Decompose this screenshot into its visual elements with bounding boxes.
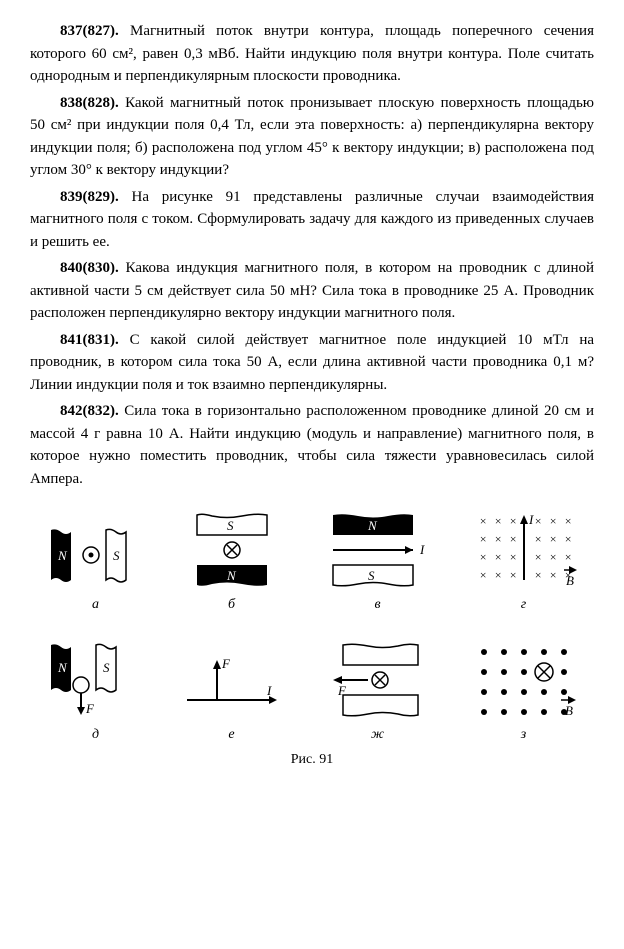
svg-text:×: ×: [564, 550, 572, 564]
figure-label: г: [521, 597, 526, 612]
problem-838: 838(828). Какой магнитный поток пронизыв…: [30, 92, 594, 182]
figure-a: N S а: [46, 520, 146, 615]
problem-840: 840(830). Какова индукция магнитного пол…: [30, 257, 594, 325]
svg-text:×: ×: [479, 550, 487, 564]
svg-text:F⃗: F⃗: [85, 701, 104, 716]
figure-e: F⃗ I е: [177, 650, 287, 745]
problem-number: 837(827).: [60, 23, 119, 39]
svg-text:×: ×: [494, 568, 502, 582]
svg-text:×: ×: [494, 550, 502, 564]
figure-label: е: [228, 727, 234, 742]
problem-number: 838(828).: [60, 95, 119, 111]
figure-label: в: [374, 597, 380, 612]
diagram-zh-icon: F⃗: [318, 640, 438, 720]
svg-text:S: S: [368, 568, 375, 583]
problem-number: 840(830).: [60, 260, 119, 276]
svg-text:×: ×: [479, 514, 487, 528]
problem-837: 837(827). Магнитный поток внутри контура…: [30, 20, 594, 88]
figure-label: з: [521, 727, 526, 742]
diagram-d-icon: N F⃗ S: [46, 635, 146, 720]
figure-z: B⃗ з: [469, 640, 579, 745]
figure-caption: Рис. 91: [30, 749, 594, 770]
svg-text:×: ×: [509, 568, 517, 582]
figure-v: N I S в: [318, 510, 438, 615]
problem-number: 842(832).: [60, 403, 119, 419]
figure-d: N F⃗ S д: [46, 635, 146, 745]
svg-text:×: ×: [509, 550, 517, 564]
diagram-b-icon: S N: [177, 510, 287, 590]
figure-row-2: N F⃗ S д F⃗ I е F⃗: [30, 635, 594, 745]
diagram-z-icon: B⃗: [469, 640, 579, 720]
figure-label: ж: [371, 727, 384, 742]
figure-row-1: N S а S N б N I S в: [30, 510, 594, 615]
svg-text:×: ×: [549, 550, 557, 564]
svg-text:B⃗: B⃗: [565, 703, 579, 718]
problem-842: 842(832). Сила тока в горизонтально расп…: [30, 400, 594, 490]
svg-text:×: ×: [549, 568, 557, 582]
svg-text:I: I: [419, 542, 425, 557]
svg-text:×: ×: [534, 514, 542, 528]
svg-text:×: ×: [509, 514, 517, 528]
figure-g: ×××××× ×××××× ×××××× ×××××× I B⃗ г: [469, 510, 579, 615]
figure-label: а: [92, 597, 99, 612]
svg-text:×: ×: [494, 532, 502, 546]
svg-text:×: ×: [549, 532, 557, 546]
svg-text:×: ×: [534, 532, 542, 546]
svg-text:I: I: [266, 683, 272, 698]
svg-text:×: ×: [564, 532, 572, 546]
svg-text:I: I: [528, 512, 534, 527]
svg-text:N: N: [57, 660, 68, 675]
svg-text:N: N: [226, 568, 237, 583]
svg-text:×: ×: [479, 568, 487, 582]
diagram-v-icon: N I S: [318, 510, 438, 590]
svg-text:S: S: [227, 518, 234, 533]
svg-text:F⃗: F⃗: [221, 656, 240, 671]
svg-text:×: ×: [564, 514, 572, 528]
svg-text:N: N: [57, 548, 68, 563]
figure-zh: F⃗ ж: [318, 640, 438, 745]
svg-text:×: ×: [494, 514, 502, 528]
problem-841: 841(831). С какой силой действует магнит…: [30, 329, 594, 397]
figure-label: д: [92, 727, 99, 742]
svg-text:×: ×: [534, 550, 542, 564]
figure-b: S N б: [177, 510, 287, 615]
diagram-g-icon: ×××××× ×××××× ×××××× ×××××× I B⃗: [469, 510, 579, 590]
problem-number: 839(829).: [60, 189, 119, 205]
svg-text:B⃗: B⃗: [566, 573, 579, 588]
svg-text:×: ×: [549, 514, 557, 528]
svg-text:S: S: [113, 548, 120, 563]
svg-text:N: N: [367, 518, 378, 533]
figure-label: б: [228, 597, 235, 612]
diagram-a-icon: N S: [46, 520, 146, 590]
svg-text:×: ×: [479, 532, 487, 546]
svg-text:S: S: [103, 660, 110, 675]
problem-number: 841(831).: [60, 332, 119, 348]
diagram-e-icon: F⃗ I: [177, 650, 287, 720]
svg-text:×: ×: [534, 568, 542, 582]
problem-839: 839(829). На рисунке 91 представлены раз…: [30, 186, 594, 254]
svg-text:×: ×: [509, 532, 517, 546]
